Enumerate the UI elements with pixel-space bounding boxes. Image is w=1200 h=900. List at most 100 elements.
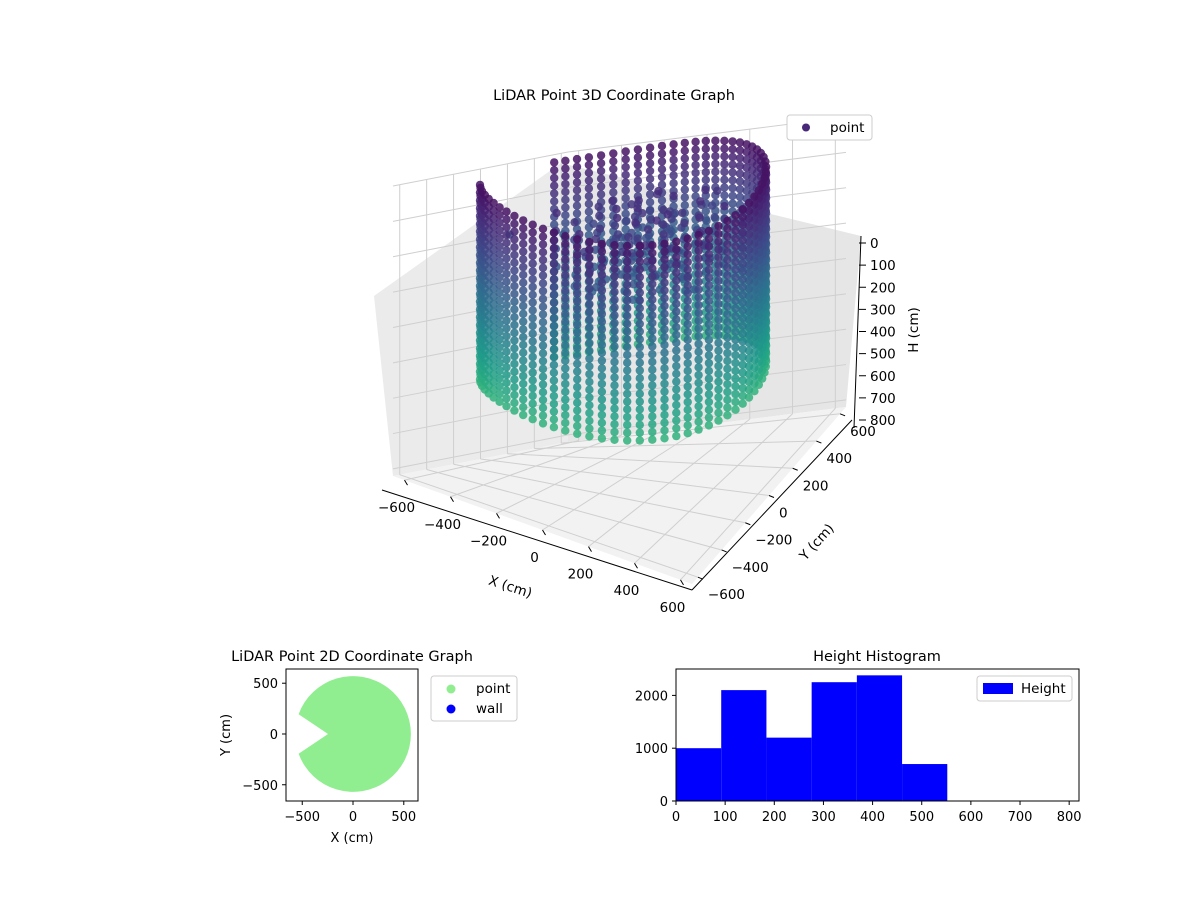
scatter-point-3d	[597, 294, 607, 303]
scatter-point-3d	[549, 368, 559, 377]
scatter-point-3d	[597, 255, 607, 264]
scatter-point-3d	[694, 402, 703, 411]
scatter-point-3d	[635, 296, 644, 305]
scatter-point-3d	[621, 155, 630, 164]
scatter-point-3d	[635, 436, 644, 445]
scatter-point-3d	[645, 143, 655, 152]
scatter-point-3d	[528, 383, 537, 393]
y-tick-mark-3d	[839, 413, 846, 417]
scatter-point-3d	[701, 175, 710, 185]
scatter-point-3d	[584, 230, 594, 240]
scatter-point-3d	[495, 280, 504, 290]
scatter-point-3d	[735, 161, 745, 171]
scatter-point-3d	[572, 201, 582, 210]
scatter-point-3d	[623, 405, 632, 414]
scatter-point-3d	[489, 198, 498, 208]
scatter-point-3d	[704, 366, 714, 376]
scatter-point-3d	[549, 283, 559, 292]
scatter-point-3d	[597, 356, 607, 365]
scatter-point-3d	[635, 412, 644, 422]
scatter-point-3d	[728, 183, 737, 193]
scatter-point-3d	[519, 309, 528, 318]
chart-2d-title: LiDAR Point 2D Coordinate Graph	[231, 649, 473, 665]
scatter-point-3d	[683, 374, 692, 383]
scatter-point-3d	[502, 394, 511, 403]
scatter-point-3d	[495, 350, 504, 360]
y-tick-mark-3d	[792, 467, 798, 471]
scatter-point-3d	[660, 270, 669, 280]
scatter-point-3d	[672, 245, 681, 254]
scatter-point-3d	[519, 325, 528, 334]
scatter-point-3d	[561, 333, 570, 342]
scatter-point-3d	[561, 403, 570, 412]
scatter-point-3d	[549, 391, 559, 401]
scatter-point-3d	[502, 207, 511, 216]
scatter-point-3d	[584, 153, 594, 162]
scatter-point-3d	[720, 202, 729, 211]
scatter-point-3d	[683, 359, 692, 368]
scatter-point-3d	[669, 163, 678, 172]
scatter-point-3d	[714, 245, 723, 254]
scatter-point-3d	[707, 201, 717, 210]
scatter-point-3d	[502, 223, 511, 232]
scatter-point-3d	[623, 428, 632, 437]
scatter-point-3d	[510, 313, 519, 322]
scatter-point-3d	[744, 299, 754, 309]
scatter-point-3d	[510, 274, 519, 283]
scatter-point-3d	[585, 284, 594, 293]
scatter-point-3d	[744, 362, 754, 371]
scatter-point-3d	[538, 294, 548, 304]
scatter-point-3d	[694, 409, 703, 419]
scatter-point-3d	[549, 236, 559, 245]
scatter-point-3d	[694, 417, 703, 426]
scatter-point-3d	[660, 348, 669, 357]
scatter-point-3d	[610, 326, 619, 335]
scatter-point-3d	[635, 366, 644, 375]
scatter-point-3d	[683, 421, 692, 430]
y-axis-line	[691, 419, 853, 591]
scatter-point-3d	[502, 331, 511, 341]
scatter-point-3d	[550, 181, 559, 190]
scatter-point-3d	[683, 257, 692, 267]
y-tick-mark-3d	[745, 522, 751, 526]
scatter-point-3d	[594, 202, 603, 211]
scatter-point-3d	[561, 247, 570, 256]
scatter-point-3d	[672, 237, 681, 246]
scatter-point-3d	[720, 175, 729, 184]
scatter-point-3d	[672, 431, 681, 441]
scatter-point-3d	[694, 386, 703, 395]
scatter-point-3d	[731, 351, 740, 360]
scatter-point-3d	[669, 179, 678, 188]
histogram-x-tick-label: 100	[713, 810, 738, 825]
scatter-point-3d	[672, 393, 681, 402]
scatter-point-3d	[720, 152, 729, 161]
scatter-point-3d	[597, 434, 607, 443]
x-axis-label-3d: X (cm)	[487, 573, 534, 602]
scatter-point-3d	[609, 180, 618, 189]
scatter-point-3d	[597, 270, 607, 280]
scatter-point-3d	[738, 282, 747, 292]
scatter-point-3d	[595, 224, 605, 233]
scatter-point-3d	[660, 309, 669, 318]
scatter-point-3d	[561, 270, 570, 280]
scatter-point-3d	[660, 340, 669, 350]
scatter-point-3d	[572, 178, 582, 187]
scatter-point-3d	[648, 435, 657, 444]
scatter-point-3d	[528, 251, 537, 261]
scatter-point-3d	[528, 321, 537, 331]
scatter-point-3d	[597, 263, 607, 272]
scatter-point-3d	[538, 318, 548, 327]
scatter-point-3d	[754, 186, 763, 195]
scatter-point-3d	[738, 205, 747, 214]
scatter-point-3d	[723, 232, 732, 241]
scatter-point-3d	[519, 286, 528, 295]
scatter-point-3d	[561, 418, 570, 428]
scatter-point-3d	[623, 257, 632, 266]
scatter-point-3d	[635, 311, 644, 321]
scatter-point-3d	[648, 420, 657, 429]
scatter-point-3d	[738, 251, 747, 261]
scatter-point-3d	[672, 354, 681, 363]
scatter-point-3d	[704, 242, 714, 251]
scatter-point-3d	[723, 247, 732, 257]
scatter-point-3d	[731, 304, 740, 313]
